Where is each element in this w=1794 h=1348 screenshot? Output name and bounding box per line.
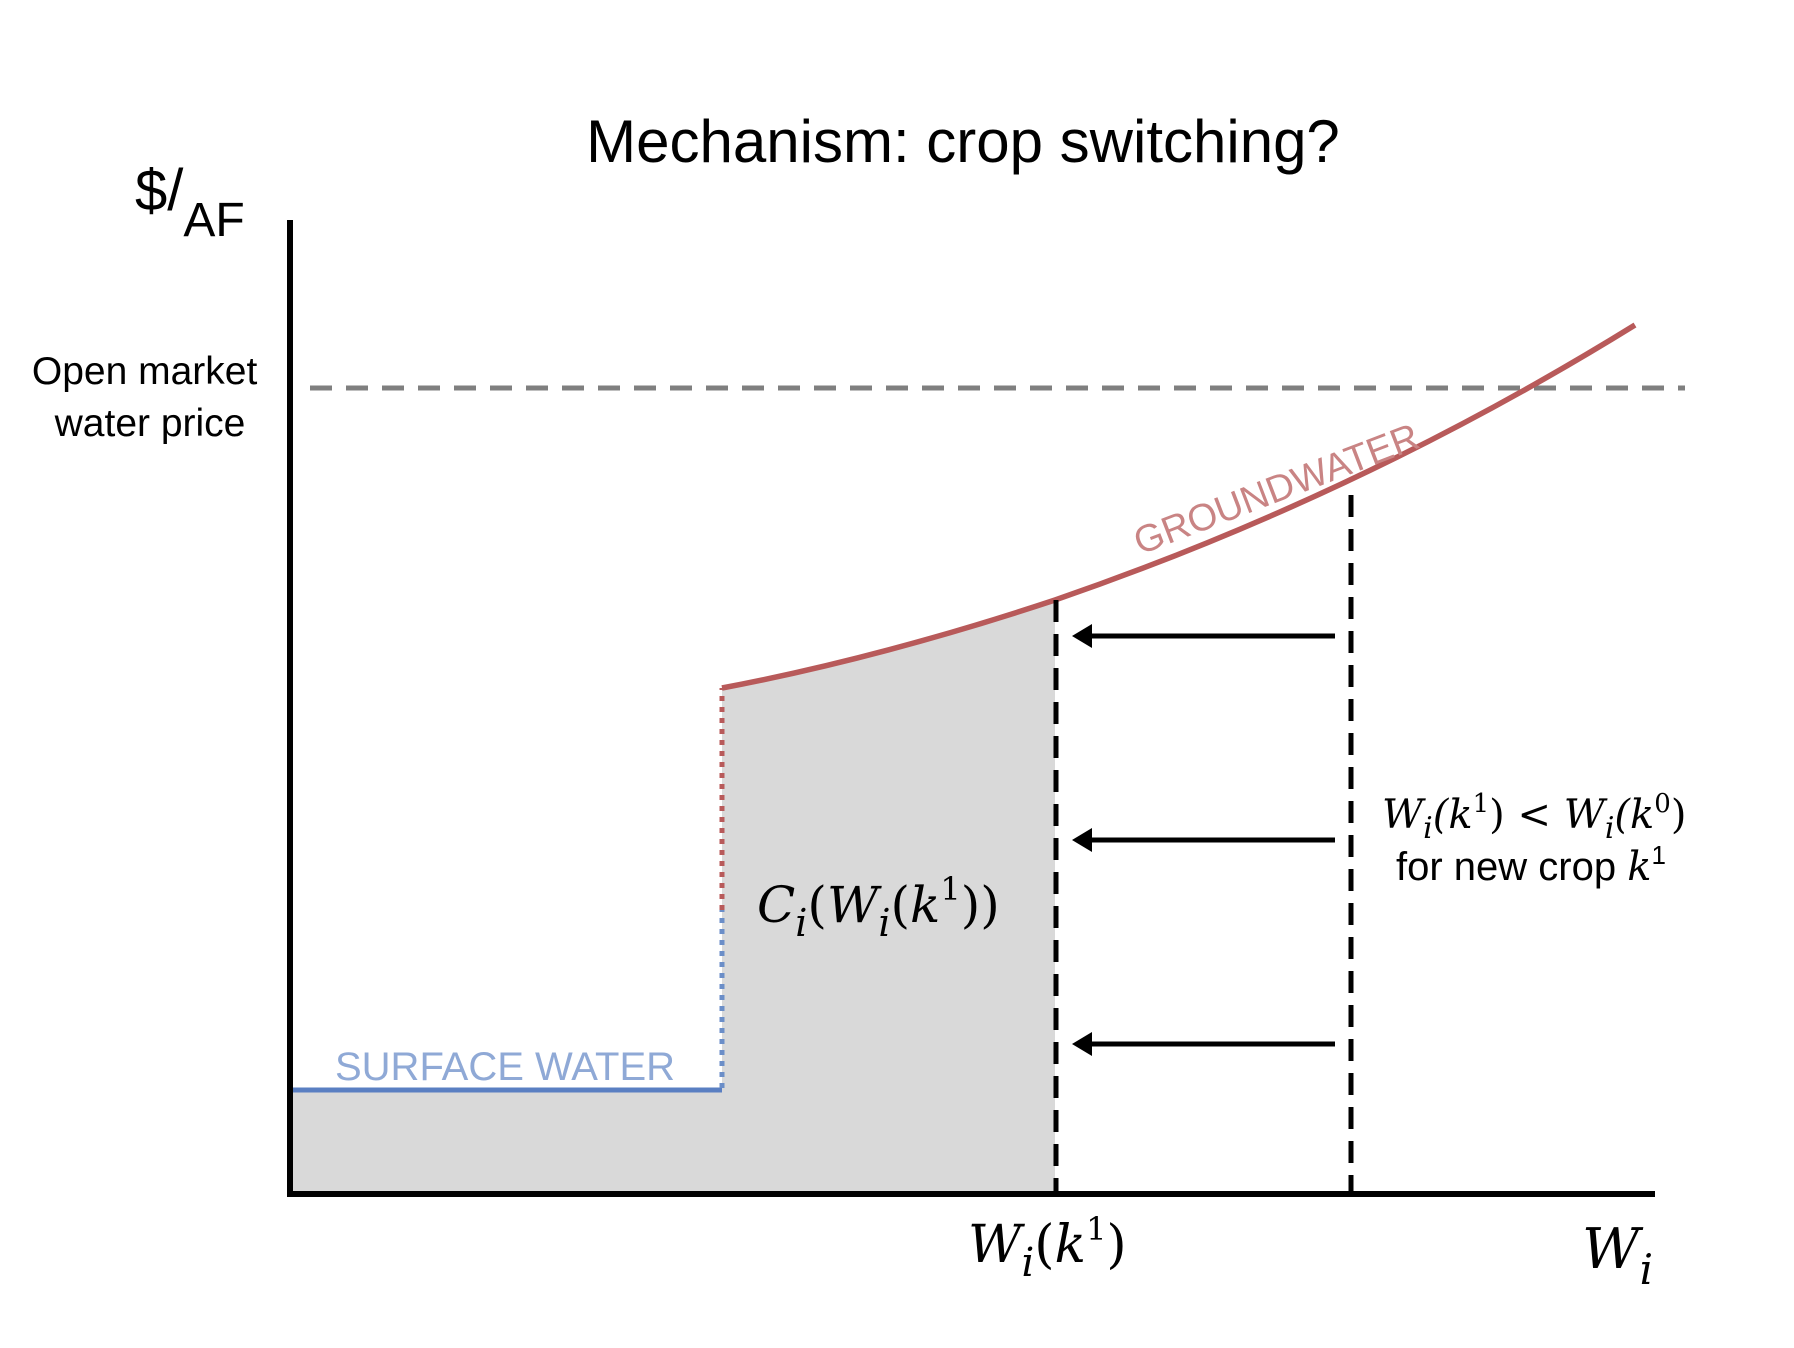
open-market-label: Open market water price [32,350,268,445]
groundwater-label: GROUNDWATER [1128,416,1425,563]
shift-arrow [1072,828,1335,852]
chart-title: Mechanism: crop switching? [586,108,1340,175]
y-axis-label: $/AF [135,158,245,247]
x-axis-label: Wi [1582,1217,1653,1294]
tick-label-new-crop: Wi(k1) [968,1210,1127,1286]
shaded-cost-area [290,600,1055,1192]
annotation-inequality: Wi(k1) < Wi(k0) [1382,789,1686,846]
shift-arrow [1072,1032,1335,1056]
annotation-new-crop: for new crop k1 [1396,840,1666,890]
cost-area-label: Ci(Wi(k1)) [757,870,1000,945]
surface-water-label: SURFACE WATER [335,1045,675,1089]
groundwater-curve [721,322,1637,691]
shift-arrow [1072,624,1335,648]
